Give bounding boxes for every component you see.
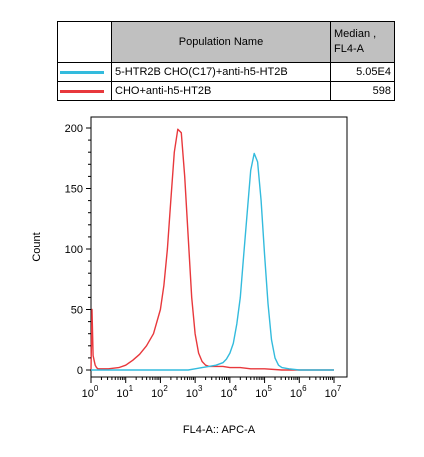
x-tick-label: 101 [116, 384, 133, 400]
legend-header-swatch-cell [57, 21, 112, 63]
legend-row-htr2b: 5-HTR2B CHO(C17)+anti-h5-HT2B 5.05E4 [57, 62, 395, 82]
y-tick-label: 100 [65, 244, 83, 256]
legend-row-cho: CHO+anti-h5-HT2B 598 [57, 81, 395, 101]
legend-median-value: 5.05E4 [330, 62, 395, 82]
x-tick-label: 100 [82, 384, 99, 400]
x-tick-label: 102 [151, 384, 168, 400]
plot-border [90, 116, 348, 378]
x-axis: 100 101 102 103 104 105 106 107 [82, 377, 342, 400]
x-tick-label: 104 [221, 384, 238, 400]
x-tick-label: 103 [186, 384, 203, 400]
y-tick-label: 50 [71, 305, 83, 317]
series-line-0 [90, 128, 334, 371]
y-tick-label: 150 [65, 184, 83, 196]
legend-header-median-line1: Median , [334, 28, 377, 40]
x-axis-label: FL4-A:: APC-A [183, 424, 256, 436]
x-tick-label: 107 [325, 384, 342, 400]
x-tick-label: 106 [290, 384, 307, 400]
legend-population-name: CHO+anti-h5-HT2B [111, 81, 331, 101]
y-tick-label: 0 [77, 365, 83, 377]
legend-header-median: Median , FL4-A [330, 21, 395, 63]
legend-header-median-line2: FL4-A [334, 43, 364, 55]
y-axis-label: Count [31, 232, 43, 261]
legend-table: Population Name Median , FL4-A 5-HTR2B C… [57, 21, 395, 101]
y-tick-label: 200 [65, 123, 83, 135]
legend-swatch-red [60, 89, 104, 93]
x-tick-label: 105 [255, 384, 272, 400]
y-axis: 0 50 100 150 200 [65, 123, 91, 377]
legend-median-value: 598 [330, 81, 395, 101]
legend-swatch-blue [60, 70, 104, 74]
series-layer [90, 128, 334, 371]
series-line-1 [91, 152, 334, 371]
legend-population-name: 5-HTR2B CHO(C17)+anti-h5-HT2B [111, 62, 331, 82]
plot-frame [90, 116, 348, 378]
